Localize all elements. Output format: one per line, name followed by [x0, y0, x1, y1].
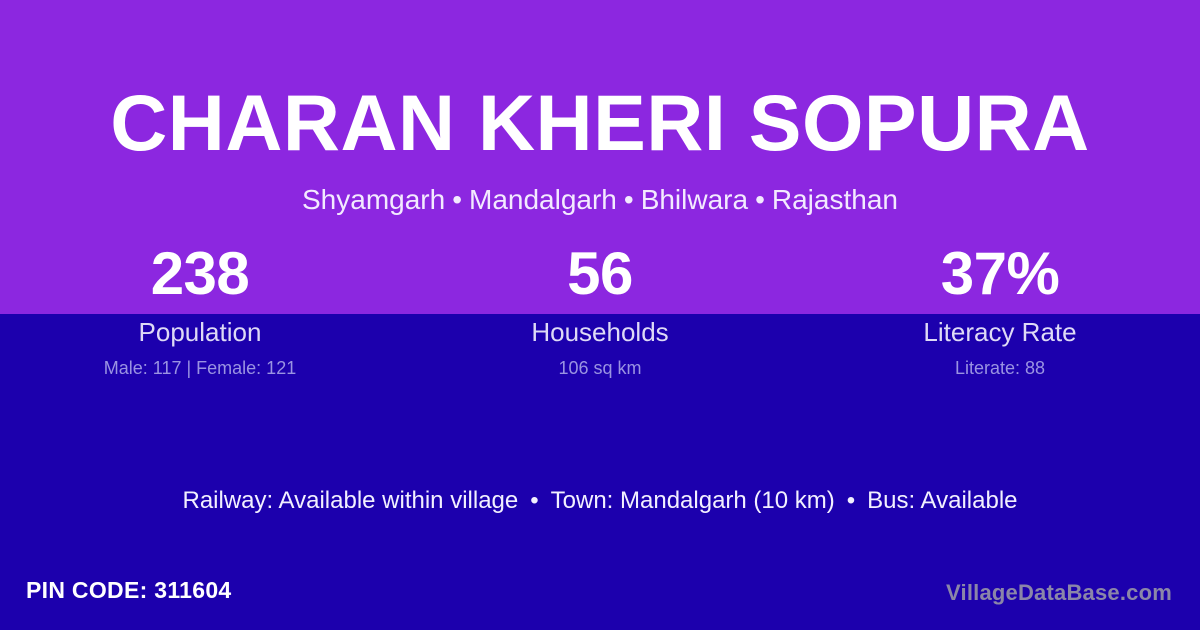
stat-value: 56: [567, 240, 633, 307]
stat-population: 238 Population Male: 117 | Female: 121: [0, 244, 400, 381]
stats-row: 238 Population Male: 117 | Female: 121 5…: [0, 244, 1200, 381]
connectivity-separator-icon: •: [846, 487, 856, 514]
stat-literacy-rate: 37% Literacy Rate Literate: 88: [800, 244, 1200, 381]
hero-band: CHARAN KHERI SOPURA Shyamgarh • Mandalgarh…: [0, 0, 1200, 314]
stat-value: 37%: [940, 240, 1060, 307]
stat-sublabel: Literate: 88: [954, 358, 1046, 379]
connectivity-separator-icon: •: [530, 487, 539, 514]
pin-code: PIN CODE: 311604: [26, 577, 232, 603]
breadcrumb-separator-icon: •: [755, 184, 765, 215]
stat-label: Population: [138, 317, 262, 347]
breadcrumb-separator-icon: •: [623, 184, 634, 215]
breadcrumb-item-subdistrict: Shyamgarh: [302, 184, 446, 215]
connectivity-line: Railway: Available within village • Town: …: [0, 485, 1200, 516]
page-title: CHARAN KHERI SOPURA: [110, 78, 1090, 167]
breadcrumb-item-district: Bhilwara: [640, 184, 749, 215]
stat-sublabel: Male: 117 | Female: 121: [103, 358, 297, 379]
site-brand: VillageDataBase.com: [946, 580, 1172, 605]
stat-sublabel: 106 sq km: [558, 358, 642, 379]
connectivity-item-town: Town: Mandalgarh (10 km): [550, 487, 835, 514]
stat-label: Households: [531, 317, 669, 347]
breadcrumb-item-tehsil: Mandalgarh: [469, 184, 617, 215]
stat-value: 238: [150, 240, 250, 307]
breadcrumb: Shyamgarh • Mandalgarh • Bhilwara • Rajasthan: [0, 182, 1200, 217]
breadcrumb-item-state: Rajasthan: [771, 184, 898, 215]
stat-households: 56 Households 106 sq km: [400, 244, 800, 381]
breadcrumb-separator-icon: •: [452, 184, 462, 215]
connectivity-item-bus: Bus: Available: [867, 487, 1018, 514]
stat-label: Literacy Rate: [923, 317, 1077, 347]
connectivity-item-railway: Railway: Available within village: [182, 487, 519, 514]
